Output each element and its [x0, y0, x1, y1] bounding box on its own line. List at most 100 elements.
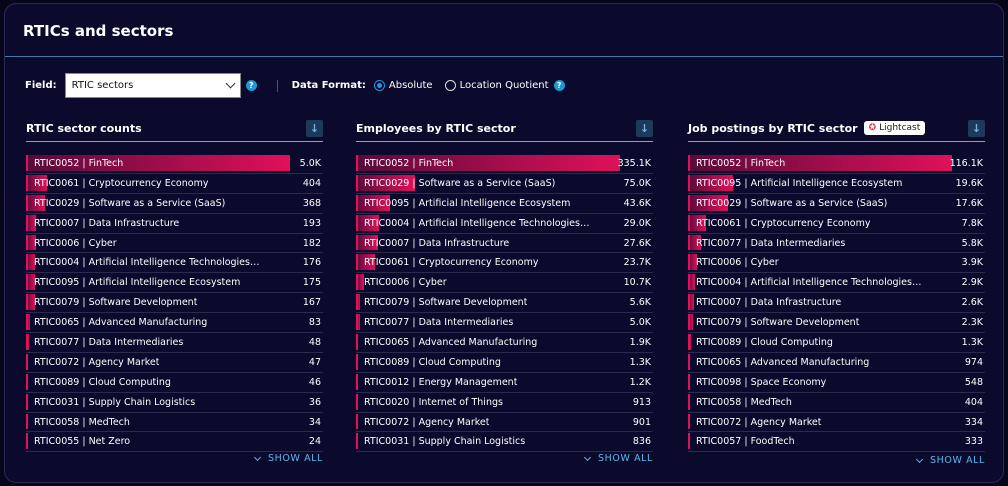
table-row[interactable]: RTIC0006 | Cyber 10.7K: [356, 273, 653, 294]
table-row[interactable]: RTIC0079 | Software Development 167: [26, 293, 323, 314]
row-value: 836: [632, 436, 651, 448]
table-row[interactable]: RTIC0006 | Cyber 182: [26, 234, 323, 254]
table-row[interactable]: RTIC0089 | Cloud Computing 46: [26, 373, 323, 393]
row-label: RTIC0077 | Data Intermediaries: [34, 336, 184, 348]
table-row[interactable]: RTIC0095 | Artificial Intelligence Ecosy…: [688, 174, 985, 194]
help-icon[interactable]: ?: [245, 80, 257, 91]
table-row[interactable]: RTIC0052 | FinTech 5.0K: [26, 154, 323, 174]
row-value: 335.1K: [617, 157, 651, 169]
row-marker: [356, 155, 358, 171]
show-all-button[interactable]: SHOW ALL: [583, 453, 653, 464]
row-value: 1.9K: [629, 336, 651, 348]
table-row[interactable]: RTIC0007 | Data Infrastructure 193: [26, 214, 323, 234]
row-value: 23.7K: [623, 257, 651, 269]
row-label: RTIC0052 | FinTech: [364, 157, 454, 169]
table-row[interactable]: RTIC0065 | Advanced Manufacturing 1.9K: [356, 333, 653, 353]
radio-absolute-label: Absolute: [388, 80, 433, 91]
table-row[interactable]: RTIC0004 | Artificial Intelligence Techn…: [26, 253, 323, 274]
row-label: RTIC0052 | FinTech: [34, 157, 124, 169]
table-row[interactable]: RTIC0029 | Software as a Service (SaaS) 7…: [356, 174, 653, 194]
table-row[interactable]: RTIC0072 | Agency Market 334: [688, 413, 985, 433]
radio-location-quotient[interactable]: Location Quotient ?: [444, 80, 565, 91]
table-row[interactable]: RTIC0052 | FinTech 335.1K: [356, 154, 653, 174]
table-row[interactable]: RTIC0004 | Artificial Intelligence Techn…: [356, 214, 653, 234]
table-row[interactable]: RTIC0089 | Cloud Computing 1.3K: [356, 353, 653, 373]
table-row[interactable]: RTIC0057 | FoodTech 333: [688, 432, 985, 453]
download-icon[interactable]: ↓: [968, 120, 985, 137]
table-row[interactable]: RTIC0095 | Artificial Intelligence Ecosy…: [356, 194, 653, 214]
table-row[interactable]: RTIC0020 | Internet of Things 913: [356, 393, 653, 413]
table-row[interactable]: RTIC0065 | Advanced Manufacturing 974: [688, 353, 985, 373]
radio-absolute-dot[interactable]: [373, 80, 385, 91]
row-value: 19.6K: [955, 177, 983, 189]
download-icon[interactable]: ↓: [306, 120, 323, 137]
table-row[interactable]: RTIC0061 | Cryptocurrency Economy 404: [26, 174, 323, 194]
row-value: 34: [308, 416, 321, 428]
table-row[interactable]: RTIC0031 | Supply Chain Logistics 36: [26, 393, 323, 413]
row-label: RTIC0095 | Artificial Intelligence Ecosy…: [696, 177, 903, 189]
value-bar: [26, 294, 35, 311]
row-label: RTIC0029 | Software as a Service (SaaS): [696, 197, 888, 209]
value-bar: [356, 214, 379, 231]
table-row[interactable]: RTIC0007 | Data Infrastructure 2.6K: [688, 293, 985, 314]
row-value: 27.6K: [623, 237, 651, 249]
table-row[interactable]: RTIC0095 | Artificial Intelligence Ecosy…: [26, 273, 323, 294]
table-row[interactable]: RTIC0072 | Agency Market 47: [26, 353, 323, 373]
show-all-label: SHOW ALL: [930, 455, 985, 466]
value-bar: [356, 234, 378, 251]
table-row[interactable]: RTIC0079 | Software Development 5.6K: [356, 293, 653, 314]
row-marker: [26, 274, 28, 291]
table-row[interactable]: RTIC0061 | Cryptocurrency Economy 7.8K: [688, 214, 985, 234]
radio-absolute[interactable]: Absolute: [373, 80, 433, 91]
row-marker: [26, 294, 28, 311]
download-icon[interactable]: ↓: [636, 120, 653, 137]
row-marker: [356, 234, 358, 251]
table-row[interactable]: RTIC0077 | Data Intermediaries 48: [26, 333, 323, 353]
table-row[interactable]: RTIC0098 | Space Economy 548: [688, 373, 985, 393]
row-value: 368: [302, 197, 321, 209]
row-marker: [26, 214, 28, 231]
table-row[interactable]: RTIC0029 | Software as a Service (SaaS) 1…: [688, 194, 985, 214]
table-row[interactable]: RTIC0058 | MedTech 34: [26, 413, 323, 433]
row-marker: [356, 334, 358, 350]
value-bar: [26, 314, 31, 331]
title-divider: [5, 56, 1003, 57]
radio-location-quotient-label: Location Quotient: [459, 80, 549, 91]
row-value: 7.8K: [961, 217, 983, 229]
row-label: RTIC0031 | Supply Chain Logistics: [34, 396, 196, 408]
show-all-button[interactable]: SHOW ALL: [253, 453, 323, 464]
table-row[interactable]: RTIC0079 | Software Development 2.3K: [688, 313, 985, 334]
table-row[interactable]: RTIC0031 | Supply Chain Logistics 836: [356, 432, 653, 453]
table-row[interactable]: RTIC0058 | MedTech 404: [688, 393, 985, 413]
radio-location-quotient-dot[interactable]: [444, 80, 456, 91]
row-value: 75.0K: [623, 177, 651, 189]
table-row[interactable]: RTIC0077 | Data Intermediaries 5.8K: [688, 234, 985, 254]
row-marker: [26, 413, 28, 430]
table-row[interactable]: RTIC0007 | Data Infrastructure 27.6K: [356, 234, 653, 254]
table-row[interactable]: RTIC0065 | Advanced Manufacturing 83: [26, 313, 323, 334]
help-icon[interactable]: ?: [553, 80, 565, 91]
table-row[interactable]: RTIC0089 | Cloud Computing 1.3K: [688, 333, 985, 353]
table-row[interactable]: RTIC0052 | FinTech 116.1K: [688, 154, 985, 174]
table-row[interactable]: RTIC0055 | Net Zero 24: [26, 432, 323, 453]
row-label: RTIC0007 | Data Infrastructure: [364, 237, 510, 249]
value-bar: [26, 155, 290, 171]
header-divider: [26, 141, 323, 142]
table-row[interactable]: RTIC0004 | Artificial Intelligence Techn…: [688, 273, 985, 294]
table-row[interactable]: RTIC0077 | Data Intermediaries 5.0K: [356, 313, 653, 334]
row-value: 29.0K: [623, 217, 651, 229]
row-value: 10.7K: [623, 277, 651, 289]
value-bar: [356, 294, 361, 311]
value-bar: [356, 155, 620, 171]
row-label: RTIC0079 | Software Development: [696, 317, 860, 329]
table-row[interactable]: RTIC0061 | Cryptocurrency Economy 23.7K: [356, 253, 653, 274]
table-row[interactable]: RTIC0012 | Energy Management 1.2K: [356, 373, 653, 393]
column-title: Employees by RTIC sector: [356, 121, 516, 135]
table-row[interactable]: RTIC0029 | Software as a Service (SaaS) 3…: [26, 194, 323, 214]
table-row[interactable]: RTIC0072 | Agency Market 901: [356, 413, 653, 433]
show-all-button[interactable]: SHOW ALL: [915, 455, 985, 466]
field-select[interactable]: RTIC sectors: [64, 73, 241, 98]
row-label: RTIC0006 | Cyber: [364, 277, 447, 289]
value-bar: [688, 155, 952, 171]
table-row[interactable]: RTIC0006 | Cyber 3.9K: [688, 253, 985, 274]
